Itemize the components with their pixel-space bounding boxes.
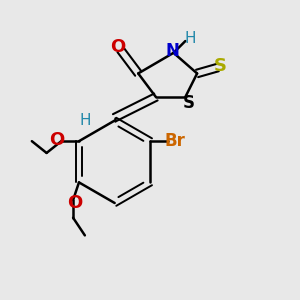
- Text: S: S: [214, 57, 227, 75]
- Text: S: S: [183, 94, 195, 112]
- Text: Br: Br: [165, 132, 186, 150]
- Text: O: O: [110, 38, 125, 56]
- Text: O: O: [67, 194, 82, 212]
- Text: H: H: [80, 113, 91, 128]
- Text: H: H: [184, 31, 196, 46]
- Text: O: O: [49, 131, 64, 149]
- Text: N: N: [165, 42, 179, 60]
